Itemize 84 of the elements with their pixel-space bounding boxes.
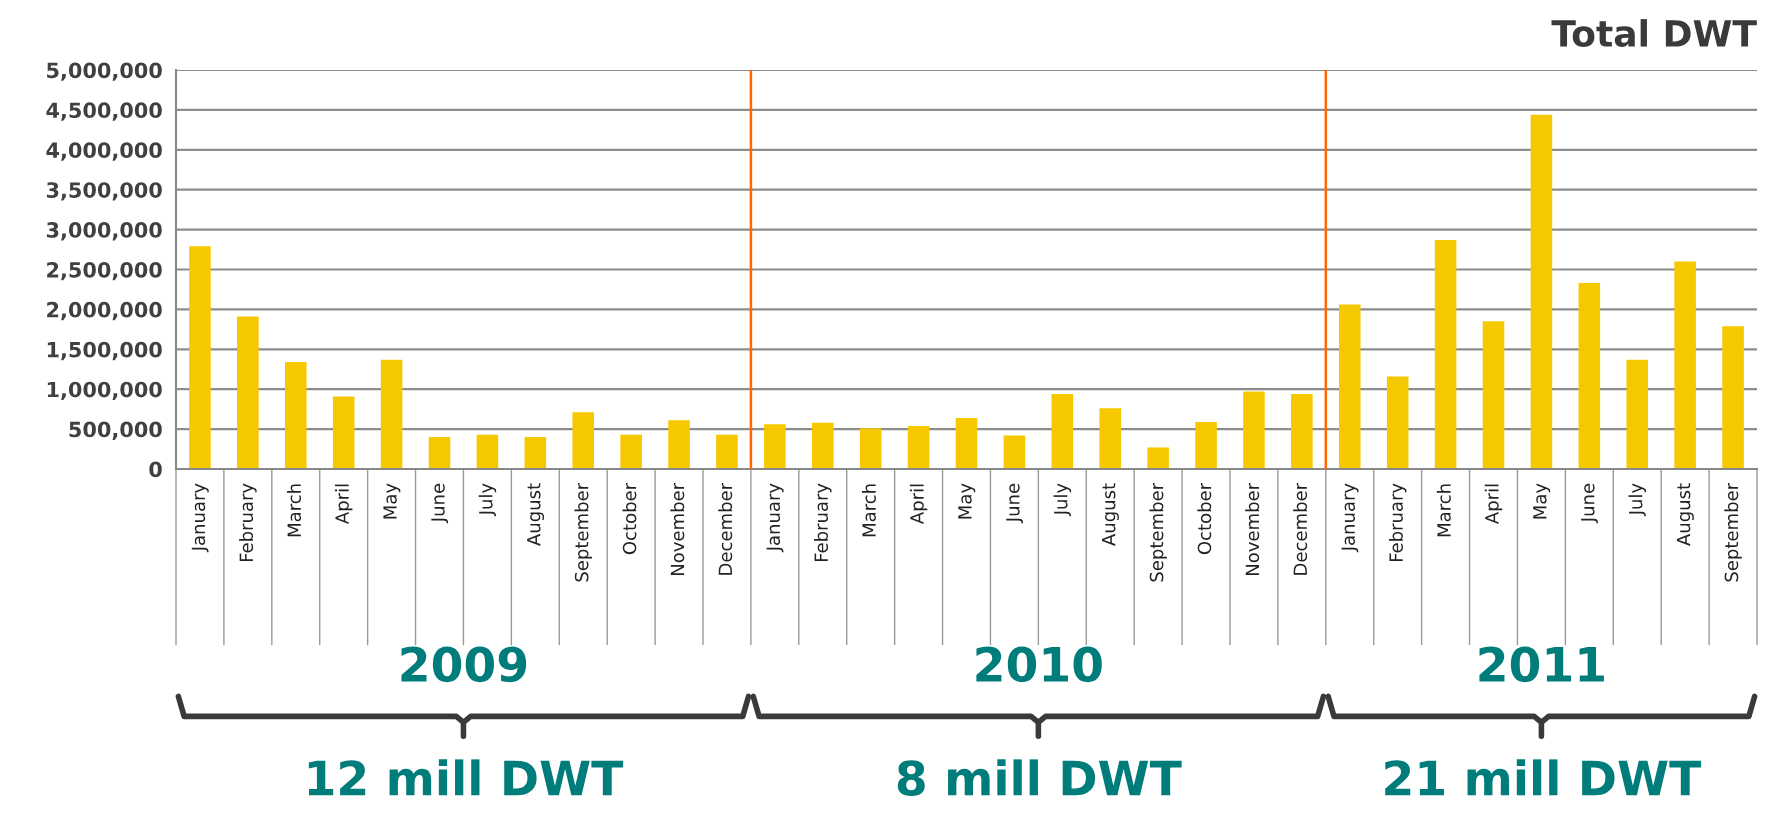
bar (1003, 435, 1026, 469)
x-tick-label: January (1341, 483, 1359, 553)
y-tick-label: 0 (149, 461, 162, 478)
bar (1099, 408, 1122, 469)
bar (668, 420, 690, 469)
bar (1338, 304, 1361, 469)
bar (476, 434, 499, 469)
bar (955, 417, 978, 469)
bar (1434, 239, 1457, 469)
x-tick-label: April (909, 484, 928, 525)
x-tick-label: November (670, 482, 685, 576)
bar (1195, 421, 1217, 469)
y-tick-label: 2,000,000 (47, 301, 162, 321)
bar (332, 396, 355, 469)
x-tick-label: October (622, 482, 637, 555)
bar (1051, 393, 1074, 469)
x-tick-label: March (287, 484, 302, 537)
chart-title: Total DWT (1551, 19, 1757, 48)
x-tick-label: December (718, 482, 733, 575)
y-tick-label: 4,000,000 (46, 142, 162, 161)
bar (716, 434, 738, 469)
text: 2010 (976, 646, 1102, 683)
x-tick-label: February (814, 483, 832, 562)
x-tick-label: October (1197, 482, 1212, 555)
x-tick-label: December (1293, 482, 1308, 575)
bar (1386, 376, 1409, 469)
bar (380, 359, 403, 469)
x-tick-label: March (1436, 484, 1451, 537)
bar (1722, 326, 1744, 469)
x-tick-label: May (383, 483, 401, 519)
text: 12 mill DWT (308, 759, 624, 796)
bar (811, 422, 834, 469)
x-tick-label: June (1581, 483, 1598, 524)
bar (428, 437, 451, 469)
y-tick-label: 5,000,000 (47, 62, 162, 81)
y-tick-label: 1,000,000 (47, 381, 162, 401)
x-tick-label: September (574, 482, 592, 582)
bar (1578, 283, 1601, 469)
y-tick-label: 500,000 (69, 421, 162, 440)
bar (189, 246, 211, 469)
x-tick-label: June (1006, 483, 1024, 524)
x-tick-label: April (1484, 484, 1503, 525)
x-tick-label: January (766, 483, 784, 553)
x-tick-label: August (1102, 483, 1119, 546)
x-tick-label: August (1676, 483, 1694, 546)
y-tick-label: 2,500,000 (47, 261, 162, 281)
y-tick-label: 1,500,000 (47, 341, 162, 361)
bar (1243, 391, 1265, 469)
bar (524, 437, 547, 469)
bar (284, 362, 307, 469)
x-tick-label: July (478, 483, 497, 517)
bar (1482, 321, 1505, 469)
x-tick-label: June (431, 483, 449, 524)
x-tick-label: July (1053, 483, 1072, 517)
bar (1626, 359, 1649, 469)
y-tick-label: 3,000,000 (46, 222, 162, 241)
text: 21 mill DWT (1385, 759, 1702, 796)
bar (859, 428, 882, 469)
bar (1674, 261, 1696, 469)
x-tick-label: March (861, 484, 876, 537)
x-tick-label: July (1628, 483, 1646, 517)
y-tick-label: 3,500,000 (46, 182, 162, 201)
bar (764, 424, 786, 469)
text: 2011 (1479, 646, 1604, 683)
x-tick-label: September (1724, 482, 1742, 582)
bar (907, 425, 930, 469)
bar (1291, 393, 1313, 469)
x-tick-label: August (527, 483, 545, 546)
bar (1530, 114, 1553, 469)
y-tick-label: 4,500,000 (46, 102, 162, 121)
bar (620, 434, 642, 469)
x-tick-label: September (1149, 482, 1167, 582)
bar (1147, 447, 1169, 469)
x-tick-label: November (1245, 482, 1260, 576)
x-tick-label: May (958, 483, 976, 519)
x-tick-label: February (1388, 483, 1407, 562)
x-tick-label: February (239, 483, 257, 562)
text: 2009 (401, 646, 527, 683)
x-tick-label: January (191, 483, 209, 553)
bar (237, 316, 259, 469)
x-tick-label: April (334, 484, 353, 525)
text: 8 mill DWT (897, 759, 1182, 796)
x-tick-label: May (1533, 483, 1551, 519)
bar (572, 412, 595, 469)
